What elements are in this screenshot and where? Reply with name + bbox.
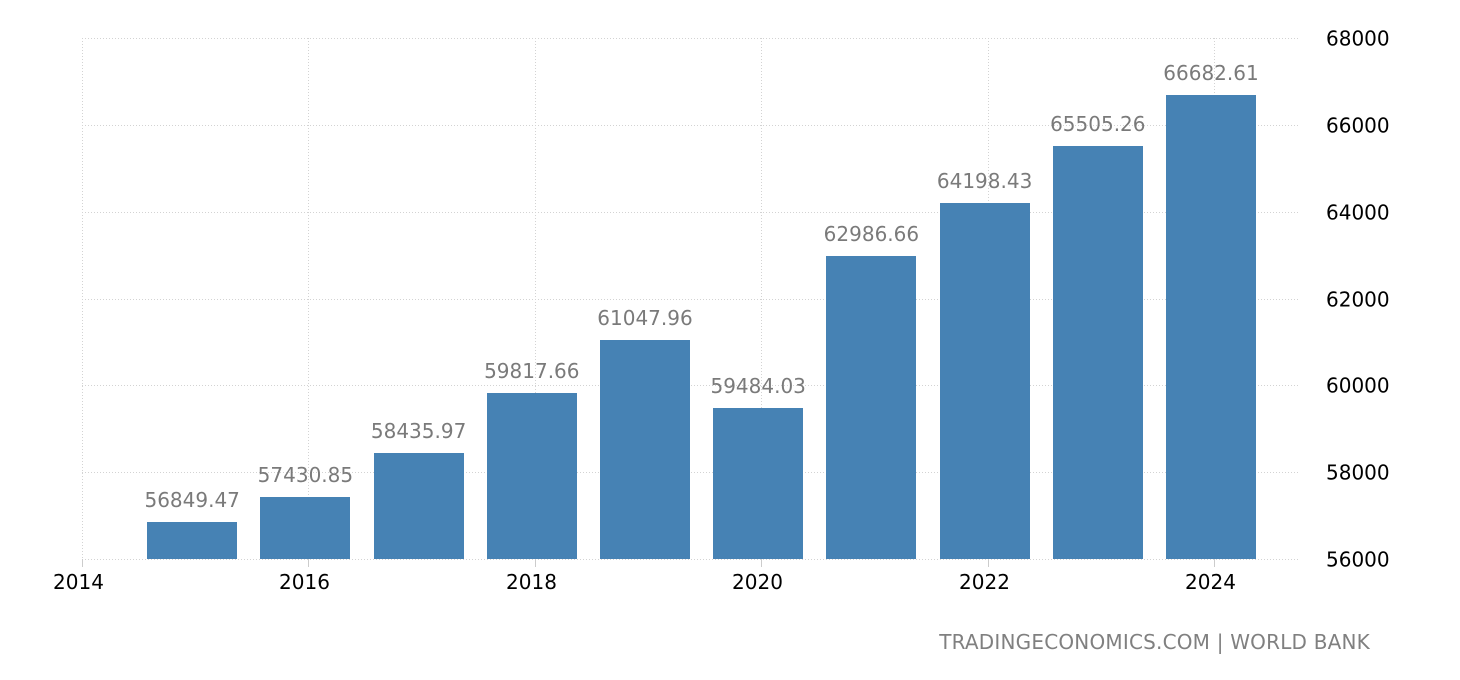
bar-2024[interactable] <box>1166 95 1256 559</box>
data-label-2018: 59817.66 <box>484 359 579 383</box>
data-label-2023: 65505.26 <box>1050 112 1145 136</box>
bar-2018[interactable] <box>487 393 577 559</box>
bars <box>147 95 1256 559</box>
source-attribution: TRADINGECONOMICS.COM | WORLD BANK <box>939 630 1370 654</box>
data-label-2019: 61047.96 <box>597 306 692 330</box>
x-tick-label: 2020 <box>732 570 783 594</box>
y-tick-label: 68000 <box>1326 27 1390 51</box>
x-tick-label: 2018 <box>506 570 557 594</box>
x-tick-label: 2022 <box>959 570 1010 594</box>
y-tick-label: 60000 <box>1326 374 1390 398</box>
x-axis: 2014 2016 2018 2020 2022 2024 <box>53 559 1236 594</box>
bar-2016[interactable] <box>260 497 350 559</box>
bar-2019[interactable] <box>600 340 690 559</box>
y-tick-label: 62000 <box>1326 288 1390 312</box>
data-label-2020: 59484.03 <box>710 374 805 398</box>
bar-2020[interactable] <box>713 408 803 559</box>
y-tick-label: 66000 <box>1326 114 1390 138</box>
y-tick-label: 58000 <box>1326 461 1390 485</box>
x-tick-label: 2016 <box>279 570 330 594</box>
x-tick-label: 2014 <box>53 570 104 594</box>
y-tick-label: 64000 <box>1326 201 1390 225</box>
x-tick-label: 2024 <box>1185 570 1236 594</box>
data-label-2024: 66682.61 <box>1163 61 1258 85</box>
bar-2015[interactable] <box>147 522 237 559</box>
data-label-2016: 57430.85 <box>258 463 353 487</box>
y-axis: 56000 58000 60000 62000 64000 66000 68000 <box>1326 27 1390 572</box>
y-tick-label: 56000 <box>1326 548 1390 572</box>
data-label-2021: 62986.66 <box>824 222 919 246</box>
data-label-2022: 64198.43 <box>937 169 1032 193</box>
data-label-2015: 56849.47 <box>144 488 239 512</box>
data-labels: 56849.47 57430.85 58435.97 59817.66 61047.96… <box>144 61 1258 512</box>
bar-2021[interactable] <box>826 256 916 559</box>
data-label-2017: 58435.97 <box>371 419 466 443</box>
bar-2017[interactable] <box>374 453 464 559</box>
bar-2023[interactable] <box>1053 146 1143 559</box>
bar-2022[interactable] <box>940 203 1030 559</box>
